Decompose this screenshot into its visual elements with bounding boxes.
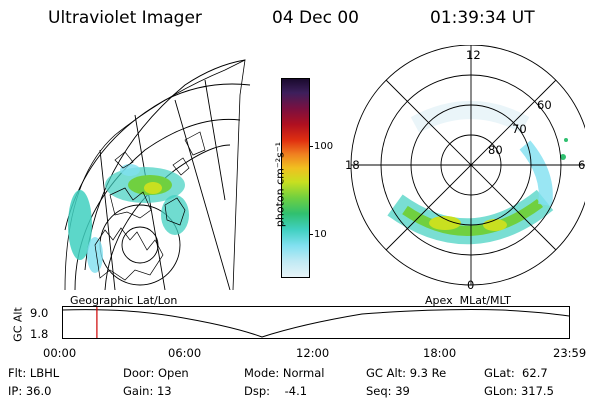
mlt-label-0: 0 <box>467 278 475 292</box>
geographic-panel-label: Geographic Lat/Lon <box>70 294 178 307</box>
apex-polar-panel <box>350 45 585 286</box>
apex-panel-label: Apex MLat/MLT <box>425 294 511 307</box>
colorbar-tickmark <box>309 234 313 235</box>
mlt-label-6: 6 <box>578 158 586 172</box>
info-mode: Mode: Normal <box>244 366 325 380</box>
altitude-ylabel: GC Alt <box>11 307 25 342</box>
altitude-plot <box>62 306 570 339</box>
geographic-map-panel <box>64 59 251 290</box>
xtick-1800: 18:00 <box>423 346 457 360</box>
xtick-0000: 00:00 <box>43 346 77 360</box>
info-door: Door: Open <box>123 366 189 380</box>
altitude-ytick-high: 9.0 <box>30 306 49 320</box>
info-filter: Flt: LBHL <box>8 366 60 380</box>
apex-aurora <box>387 101 568 245</box>
xtick-1200: 12:00 <box>296 346 330 360</box>
date-label: 04 Dec 00 <box>272 8 359 28</box>
info-dsp: Dsp: -4.1 <box>244 384 308 398</box>
info-seq: Seq: 39 <box>366 384 410 398</box>
geo-coastlines <box>94 131 206 281</box>
colorbar <box>281 78 310 278</box>
time-label: 01:39:34 UT <box>430 8 535 28</box>
altitude-ytick-low: 1.8 <box>30 327 49 341</box>
xtick-2359: 23:59 <box>553 346 587 360</box>
info-gc-alt: GC Alt: 9.3 Re <box>366 366 447 380</box>
apex-grid <box>350 45 585 286</box>
xtick-0600: 06:00 <box>168 346 202 360</box>
info-glat: GLat: 62.7 <box>484 366 548 380</box>
mlat-label-60: 60 <box>537 98 552 112</box>
mlat-label-70: 70 <box>512 122 527 136</box>
info-glon: GLon: 317.5 <box>484 384 554 398</box>
colorbar-units: photon cm⁻²s⁻¹ <box>273 141 287 228</box>
mlt-label-18: 18 <box>345 158 360 172</box>
colorbar-tickmark <box>309 146 313 147</box>
colorbar-tick-100: 100 <box>314 141 334 152</box>
info-gain: Gain: 13 <box>123 384 172 398</box>
colorbar-tick-10: 10 <box>314 229 327 240</box>
info-ip: IP: 36.0 <box>8 384 52 398</box>
mlat-label-80: 80 <box>488 143 503 157</box>
mlt-label-12: 12 <box>466 48 481 62</box>
geo-aurora <box>68 164 189 273</box>
imager-title: Ultraviolet Imager <box>48 8 202 28</box>
